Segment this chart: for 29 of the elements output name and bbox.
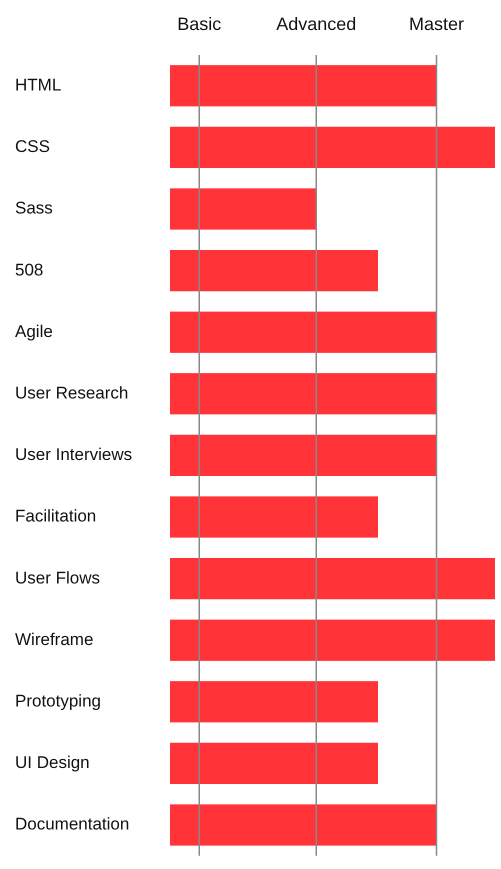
bar — [170, 434, 436, 476]
y-tick-label: 508 — [15, 260, 44, 280]
y-tick-label: Documentation — [15, 814, 130, 834]
bar — [170, 496, 378, 538]
bar — [170, 804, 436, 846]
y-tick-label: UI Design — [15, 753, 90, 772]
ref-line-label: Basic — [177, 14, 222, 34]
y-tick-label: HTML — [15, 75, 62, 94]
bar — [170, 681, 378, 722]
y-tick-label: Prototyping — [15, 691, 101, 710]
bar — [170, 373, 436, 414]
y-tick-label: CSS — [15, 137, 50, 156]
bar — [170, 188, 316, 230]
bar — [170, 558, 495, 600]
y-tick-label: Wireframe — [15, 630, 94, 649]
bar — [170, 312, 436, 353]
y-tick-label: Agile — [15, 322, 53, 341]
y-tick-label: User Interviews — [15, 445, 132, 464]
bar — [170, 250, 378, 292]
y-tick-label: Sass — [15, 198, 53, 218]
y-tick-label: User Research — [15, 383, 128, 402]
bar — [170, 65, 436, 106]
bar — [170, 126, 495, 168]
ref-line-label: Advanced — [276, 14, 356, 34]
ref-line-label: Master — [408, 14, 464, 34]
y-tick-label: Facilitation — [15, 506, 96, 526]
bar — [170, 620, 495, 661]
bar — [170, 742, 378, 784]
y-tick-label: User Flows — [15, 568, 100, 588]
